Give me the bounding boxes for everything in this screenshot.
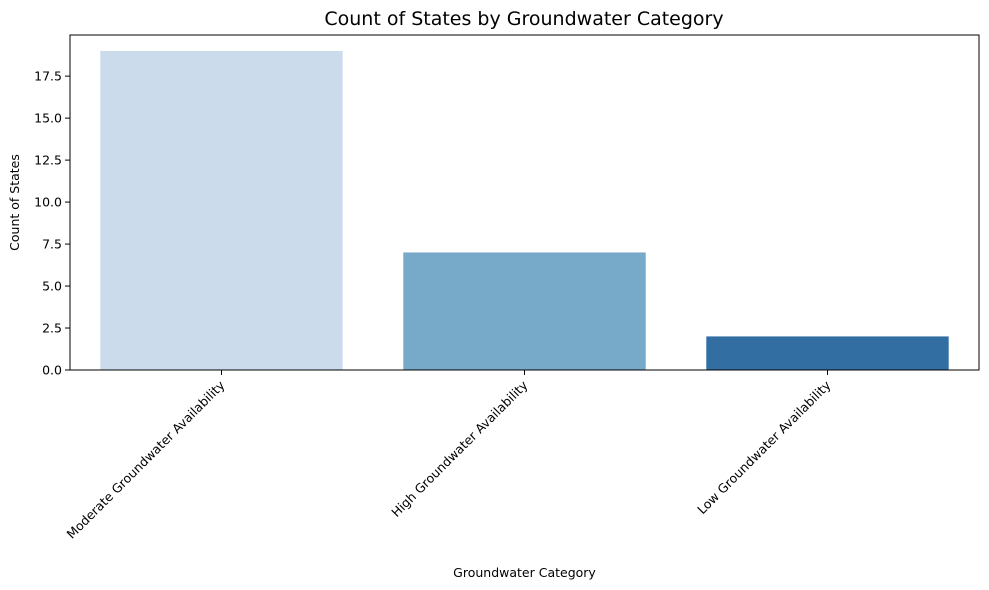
bar-2 <box>706 336 949 370</box>
x-tick-label-1: High Groundwater Availability <box>388 377 531 520</box>
plot-frame <box>69 34 980 371</box>
y-tick-label-4: 10.0 <box>34 195 62 210</box>
x-axis-label: Groundwater Category <box>453 565 596 580</box>
y-axis-ticks: 0.0 2.5 5.0 7.5 10.0 12.5 15.0 17.5 <box>34 69 70 378</box>
plot-area: 0.0 2.5 5.0 7.5 10.0 12.5 15.0 17.5 Moderate Gr… <box>34 34 980 542</box>
y-tick-label-6: 15.0 <box>34 111 62 126</box>
y-tick-label-3: 7.5 <box>42 237 62 252</box>
x-tick-label-2: Low Groundwater Availability <box>694 377 834 517</box>
bar-0 <box>100 50 343 370</box>
x-axis-ticks: Moderate Groundwater Availability High Gr… <box>63 370 834 542</box>
bars-group <box>100 50 949 370</box>
bar-1 <box>403 252 646 370</box>
y-tick-label-1: 2.5 <box>42 321 62 336</box>
y-tick-label-0: 0.0 <box>42 363 62 378</box>
chart-title: Count of States by Groundwater Category <box>324 8 723 30</box>
y-axis-label: Count of States <box>7 154 22 251</box>
x-tick-label-0: Moderate Groundwater Availability <box>63 377 228 542</box>
y-tick-label-5: 12.5 <box>34 153 62 168</box>
y-tick-label-2: 5.0 <box>42 279 62 294</box>
y-tick-label-7: 17.5 <box>34 69 62 84</box>
